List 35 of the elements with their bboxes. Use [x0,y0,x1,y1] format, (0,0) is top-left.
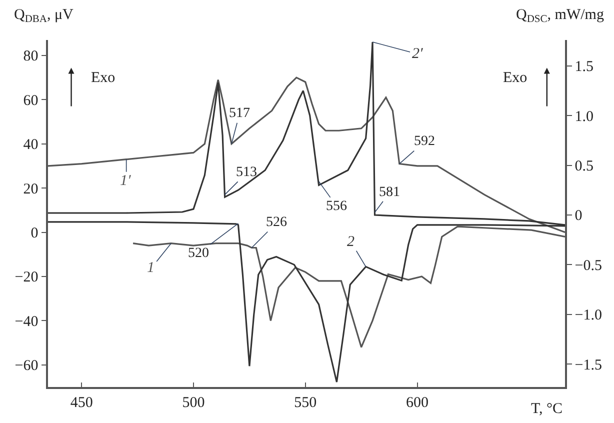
x-tick-label: 550 [294,394,317,411]
series-label: 1 [147,260,154,276]
y2-tick-label: −1.5 [574,357,602,374]
y-tick-label: 0 [30,226,38,242]
y2-axis-title: Q$_{DSC}$, mW/mg [516,7,604,26]
annotation: 517 [229,106,250,121]
y-tick-label: −60 [14,358,38,374]
y-tick-label: −40 [14,314,38,330]
annotation: 526 [266,215,287,230]
y-tick-label: −20 [14,270,38,286]
annotation: 556 [326,199,347,214]
y2-tick-label: 1.0 [574,108,594,125]
y2-tick-label: −1.0 [574,308,602,324]
y-tick-label: 80 [23,48,38,65]
y-axis-title: Q$_{DBA}$, μV [14,7,74,26]
annotation: Exo [503,70,528,86]
annotation: Exo [91,70,116,86]
series-label: 1′ [120,173,132,189]
x-tick-label: 600 [406,394,429,411]
y-tick-label: 20 [23,181,38,198]
text: 2′ [412,46,424,62]
y-tick-label: 40 [23,137,38,154]
annotation: 592 [414,134,435,149]
x-axis-title: T, °C [531,401,563,417]
y2-tick-label: 0 [574,208,582,224]
annotation: 513 [236,165,257,180]
y2-tick-label: 0.5 [574,158,594,175]
annotation: 520 [188,246,209,261]
annotation: 581 [379,185,400,200]
y-tick-label: 60 [23,92,38,109]
x-tick-label: 500 [182,394,205,411]
series-label: 2 [347,234,355,250]
y2-tick-label: 1.5 [574,59,594,76]
y2-tick-label: −0.5 [574,258,602,274]
x-tick-label: 450 [70,394,93,411]
